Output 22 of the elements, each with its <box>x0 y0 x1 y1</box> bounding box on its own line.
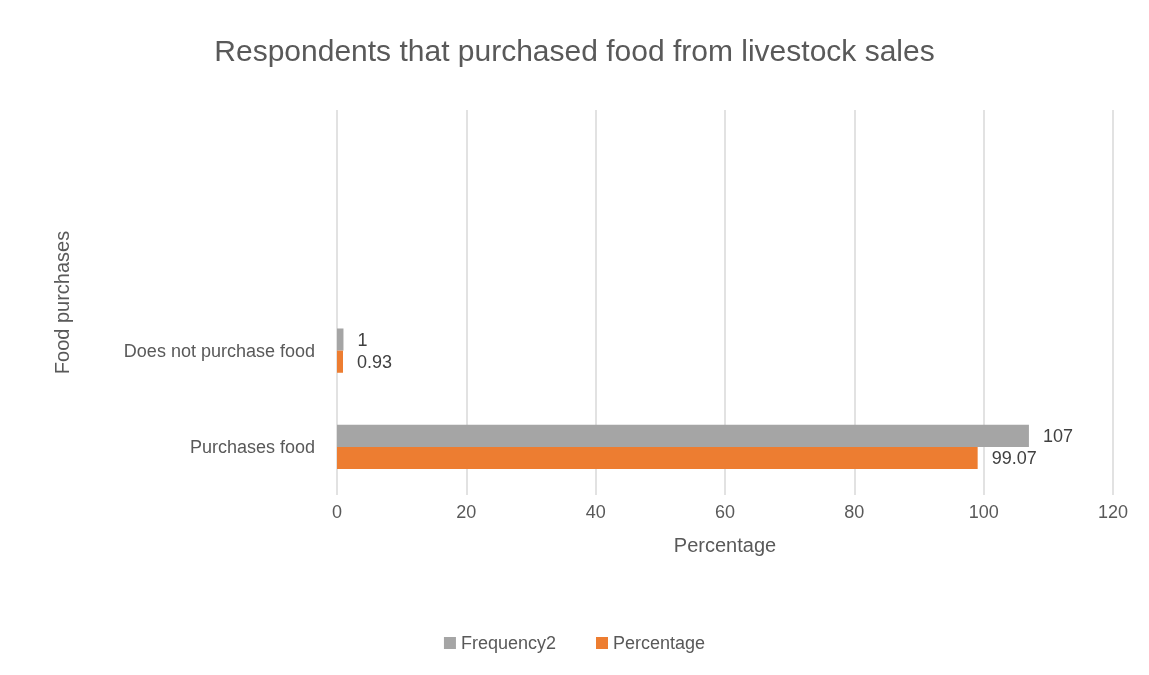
y-tick-label: Does not purchase food <box>123 340 315 361</box>
x-tick-label: 80 <box>844 502 865 522</box>
legend-label: Percentage <box>612 633 706 653</box>
legend-label: Frequency2 <box>460 633 556 653</box>
chart-title: Respondents that purchased food from livestock sales <box>214 33 935 67</box>
bar <box>337 350 344 373</box>
data-label: 0.93 <box>357 351 393 372</box>
x-tick-label: 120 <box>1097 502 1129 522</box>
x-axis-title: Percentage <box>673 534 777 556</box>
data-label: 107 <box>1042 425 1073 446</box>
y-tick-label: Purchases food <box>189 436 315 457</box>
bar <box>337 446 978 470</box>
x-tick-label: 20 <box>456 502 477 522</box>
x-tick-label: 40 <box>585 502 606 522</box>
bar <box>337 328 344 351</box>
data-label: 1 <box>357 329 368 350</box>
x-tick-label: 60 <box>714 502 736 522</box>
bar <box>337 424 1029 447</box>
x-tick-label: 100 <box>968 502 999 522</box>
y-axis-title: Food purchases <box>51 230 73 375</box>
data-label: 99.07 <box>991 447 1037 468</box>
x-tick-label: 0 <box>331 502 343 522</box>
